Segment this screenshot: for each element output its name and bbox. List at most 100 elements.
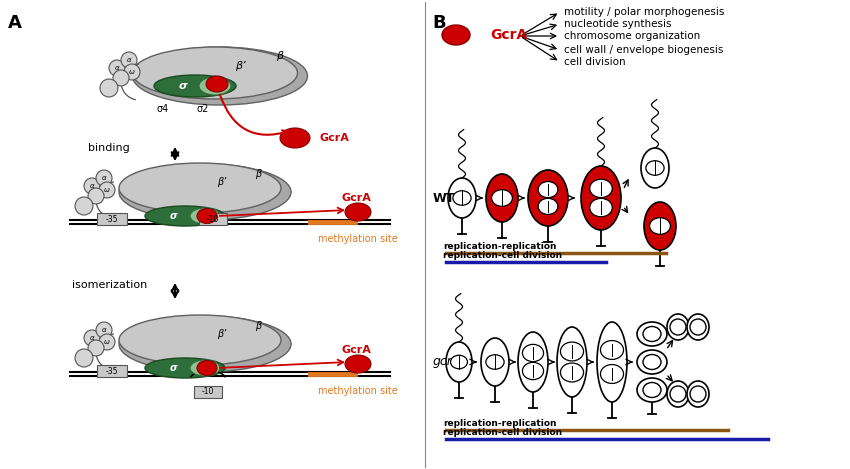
Text: α: α bbox=[115, 65, 119, 71]
Ellipse shape bbox=[190, 360, 220, 376]
Text: cell division: cell division bbox=[564, 57, 626, 67]
Text: σ: σ bbox=[178, 81, 187, 91]
Circle shape bbox=[75, 349, 93, 367]
Text: α: α bbox=[127, 57, 131, 63]
Text: GcrA: GcrA bbox=[342, 345, 371, 355]
Text: β: β bbox=[255, 321, 261, 331]
Ellipse shape bbox=[491, 189, 513, 206]
Circle shape bbox=[84, 330, 100, 346]
Text: WT: WT bbox=[433, 191, 456, 204]
Text: methylation site: methylation site bbox=[318, 234, 398, 244]
Text: ω: ω bbox=[104, 187, 110, 193]
Text: β’: β’ bbox=[218, 177, 227, 187]
Text: GcrA: GcrA bbox=[320, 133, 350, 143]
Circle shape bbox=[124, 64, 140, 80]
Ellipse shape bbox=[154, 75, 236, 97]
Text: β: β bbox=[255, 169, 261, 179]
Ellipse shape bbox=[523, 363, 543, 379]
Ellipse shape bbox=[119, 316, 291, 372]
Ellipse shape bbox=[597, 322, 627, 402]
Text: chromosome organization: chromosome organization bbox=[564, 31, 700, 41]
Ellipse shape bbox=[280, 128, 310, 148]
Ellipse shape bbox=[643, 383, 661, 398]
FancyBboxPatch shape bbox=[97, 213, 127, 225]
Ellipse shape bbox=[667, 381, 689, 407]
Ellipse shape bbox=[486, 355, 504, 369]
Text: GcrA: GcrA bbox=[342, 193, 371, 203]
Ellipse shape bbox=[528, 170, 568, 226]
Text: gcrA⁻: gcrA⁻ bbox=[433, 356, 468, 369]
Ellipse shape bbox=[199, 77, 231, 95]
Text: methylation site: methylation site bbox=[318, 386, 398, 396]
Text: motility / polar morphogenesis: motility / polar morphogenesis bbox=[564, 7, 724, 17]
Circle shape bbox=[670, 319, 686, 335]
Ellipse shape bbox=[641, 148, 669, 188]
Ellipse shape bbox=[119, 164, 291, 220]
Text: α: α bbox=[90, 335, 94, 341]
Circle shape bbox=[84, 178, 100, 194]
Ellipse shape bbox=[145, 358, 225, 378]
Text: β’: β’ bbox=[218, 329, 227, 339]
Ellipse shape bbox=[523, 344, 543, 362]
Circle shape bbox=[690, 386, 706, 402]
Ellipse shape bbox=[687, 381, 709, 407]
Ellipse shape bbox=[133, 47, 308, 105]
FancyBboxPatch shape bbox=[194, 386, 222, 398]
Text: β’: β’ bbox=[235, 61, 246, 71]
Circle shape bbox=[100, 79, 118, 97]
Ellipse shape bbox=[637, 322, 667, 346]
Ellipse shape bbox=[486, 174, 518, 222]
Ellipse shape bbox=[206, 76, 228, 92]
Text: replication-replication: replication-replication bbox=[443, 419, 557, 428]
Ellipse shape bbox=[446, 342, 472, 382]
Text: ω: ω bbox=[104, 339, 110, 345]
Ellipse shape bbox=[197, 209, 217, 224]
Ellipse shape bbox=[481, 338, 509, 386]
Circle shape bbox=[96, 170, 112, 186]
FancyBboxPatch shape bbox=[97, 365, 127, 377]
Text: ω: ω bbox=[129, 69, 135, 75]
Ellipse shape bbox=[133, 47, 298, 99]
Text: σ2: σ2 bbox=[197, 104, 209, 114]
FancyBboxPatch shape bbox=[199, 213, 227, 225]
Ellipse shape bbox=[450, 355, 468, 369]
Ellipse shape bbox=[637, 350, 667, 374]
Text: isomerization: isomerization bbox=[72, 280, 147, 290]
Ellipse shape bbox=[119, 163, 281, 213]
Ellipse shape bbox=[560, 342, 584, 361]
Ellipse shape bbox=[442, 25, 470, 45]
Text: -35: -35 bbox=[105, 214, 118, 224]
Text: σ4: σ4 bbox=[157, 104, 169, 114]
Text: β: β bbox=[276, 51, 284, 61]
Ellipse shape bbox=[145, 206, 225, 226]
Text: -35: -35 bbox=[105, 366, 118, 376]
Text: replication-replication: replication-replication bbox=[443, 242, 557, 251]
Text: GcrA: GcrA bbox=[490, 28, 527, 42]
Ellipse shape bbox=[581, 166, 621, 230]
Circle shape bbox=[99, 334, 115, 350]
Circle shape bbox=[99, 182, 115, 198]
Ellipse shape bbox=[538, 182, 558, 197]
Text: σ: σ bbox=[169, 363, 177, 373]
Ellipse shape bbox=[687, 314, 709, 340]
Ellipse shape bbox=[557, 327, 587, 397]
Ellipse shape bbox=[190, 208, 220, 224]
Text: A: A bbox=[8, 14, 22, 32]
Ellipse shape bbox=[590, 179, 612, 197]
Text: replication-cell division: replication-cell division bbox=[443, 251, 562, 260]
Text: replication-cell division: replication-cell division bbox=[443, 428, 562, 437]
Ellipse shape bbox=[197, 361, 217, 376]
Ellipse shape bbox=[560, 363, 584, 382]
Text: α: α bbox=[90, 183, 94, 189]
Circle shape bbox=[670, 386, 686, 402]
Circle shape bbox=[121, 52, 137, 68]
Ellipse shape bbox=[667, 314, 689, 340]
Circle shape bbox=[109, 60, 125, 76]
Text: -10: -10 bbox=[201, 387, 214, 396]
Text: binding: binding bbox=[88, 143, 130, 153]
Ellipse shape bbox=[643, 326, 661, 341]
Ellipse shape bbox=[646, 161, 664, 175]
Text: σ: σ bbox=[169, 211, 177, 221]
Ellipse shape bbox=[345, 355, 371, 373]
Ellipse shape bbox=[600, 340, 624, 359]
